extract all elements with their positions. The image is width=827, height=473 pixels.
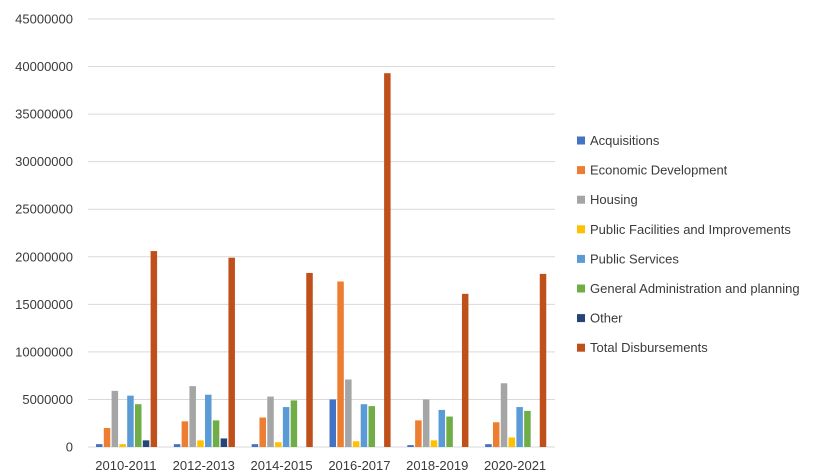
legend-swatch xyxy=(577,284,585,293)
bar-acquisitions-2020-2021 xyxy=(485,444,492,447)
x-category-label: 2020-2021 xyxy=(484,458,546,473)
legend-swatch xyxy=(577,225,585,234)
x-category-label: 2018-2019 xyxy=(406,458,468,473)
legend-swatch xyxy=(577,343,585,352)
legend-swatch xyxy=(577,166,585,175)
y-tick-label: 35000000 xyxy=(15,107,73,122)
bar-economic-development-2018-2019 xyxy=(415,420,422,447)
bar-general-administration-and-planning-2016-2017 xyxy=(368,406,375,447)
bar-housing-2020-2021 xyxy=(500,383,508,447)
y-tick-label: 5000000 xyxy=(22,392,73,407)
y-tick-label: 0 xyxy=(66,440,73,455)
legend-label: Total Disbursements xyxy=(590,340,708,355)
x-axis-category-labels: 2010-2011 2012-2013 2014-2015 2016-2017 2018… xyxy=(95,458,546,473)
bar-general-administration-and-planning-2010-2011 xyxy=(135,404,142,447)
y-tick-label: 25000000 xyxy=(15,202,73,217)
x-category-label: 2014-2015 xyxy=(250,458,312,473)
legend-label: General Administration and planning xyxy=(590,281,800,296)
bar-public-services-2014-2015 xyxy=(282,407,290,447)
bar-other-2012-2013 xyxy=(220,438,228,447)
bar-public-facilities-and-improvements-2016-2017 xyxy=(352,441,360,447)
y-tick-label: 45000000 xyxy=(15,12,73,27)
legend-label: Other xyxy=(590,311,623,326)
bar-total-disbursements-2012-2013 xyxy=(228,257,235,447)
x-category-label: 2012-2013 xyxy=(173,458,235,473)
y-axis-tick-labels: 0 5000000 10000000 15000000 20000000 25000000… xyxy=(15,12,73,455)
bar-total-disbursements-2014-2015 xyxy=(306,272,313,447)
legend-swatch xyxy=(577,136,585,145)
legend-label: Public Facilities and Improvements xyxy=(590,222,791,237)
bar-public-facilities-and-improvements-2012-2013 xyxy=(197,440,204,447)
bar-economic-development-2012-2013 xyxy=(181,421,189,447)
bar-public-services-2020-2021 xyxy=(516,407,523,447)
bar-public-services-2018-2019 xyxy=(438,409,446,447)
bar-total-disbursements-2016-2017 xyxy=(384,73,391,448)
bar-economic-development-2020-2021 xyxy=(492,422,500,447)
bar-public-services-2016-2017 xyxy=(360,404,368,447)
bar-total-disbursements-2018-2019 xyxy=(461,293,469,447)
legend-label: Housing xyxy=(590,192,638,207)
bar-general-administration-and-planning-2014-2015 xyxy=(290,400,298,447)
bar-general-administration-and-planning-2020-2021 xyxy=(524,410,531,447)
bar-economic-development-2014-2015 xyxy=(259,417,266,447)
bar-public-facilities-and-improvements-2010-2011 xyxy=(119,444,126,447)
y-tick-label: 30000000 xyxy=(15,154,73,169)
y-tick-label: 20000000 xyxy=(15,249,73,264)
bar-public-services-2010-2011 xyxy=(127,395,134,447)
bar-housing-2018-2019 xyxy=(422,399,430,447)
y-tick-label: 40000000 xyxy=(15,59,73,74)
bar-acquisitions-2012-2013 xyxy=(173,444,181,447)
gridlines xyxy=(88,18,555,448)
legend: Acquisitions Economic Development Housing P… xyxy=(577,133,800,355)
bar-public-facilities-and-improvements-2014-2015 xyxy=(275,442,282,447)
bar-other-2010-2011 xyxy=(142,440,150,447)
legend-label: Economic Development xyxy=(590,163,728,178)
bar-public-facilities-and-improvements-2020-2021 xyxy=(508,437,516,447)
legend-swatch xyxy=(577,195,585,204)
bar-public-services-2012-2013 xyxy=(205,394,212,447)
bar-public-facilities-and-improvements-2018-2019 xyxy=(430,440,438,447)
legend-swatch xyxy=(577,254,585,263)
bar-total-disbursements-2010-2011 xyxy=(150,251,158,447)
bar-acquisitions-2010-2011 xyxy=(96,444,103,447)
bar-total-disbursements-2020-2021 xyxy=(539,273,547,447)
bar-general-administration-and-planning-2012-2013 xyxy=(212,420,220,447)
bar-acquisitions-2016-2017 xyxy=(329,399,336,447)
bar-economic-development-2016-2017 xyxy=(337,281,344,447)
legend-label: Public Services xyxy=(590,251,679,266)
x-category-label: 2010-2011 xyxy=(95,458,156,473)
legend-label: Acquisitions xyxy=(590,133,660,148)
bar-general-administration-and-planning-2018-2019 xyxy=(446,416,453,447)
legend-swatch xyxy=(577,314,585,323)
y-tick-label: 15000000 xyxy=(15,297,73,312)
bars xyxy=(96,73,547,448)
y-tick-label: 10000000 xyxy=(15,344,73,359)
bar-acquisitions-2014-2015 xyxy=(251,444,259,447)
bar-housing-2012-2013 xyxy=(189,386,196,447)
bar-housing-2014-2015 xyxy=(267,396,274,447)
bar-acquisitions-2018-2019 xyxy=(407,445,414,447)
bar-housing-2016-2017 xyxy=(345,379,352,447)
bar-economic-development-2010-2011 xyxy=(103,427,111,447)
bar-housing-2010-2011 xyxy=(111,390,119,447)
x-category-label: 2016-2017 xyxy=(328,458,390,473)
